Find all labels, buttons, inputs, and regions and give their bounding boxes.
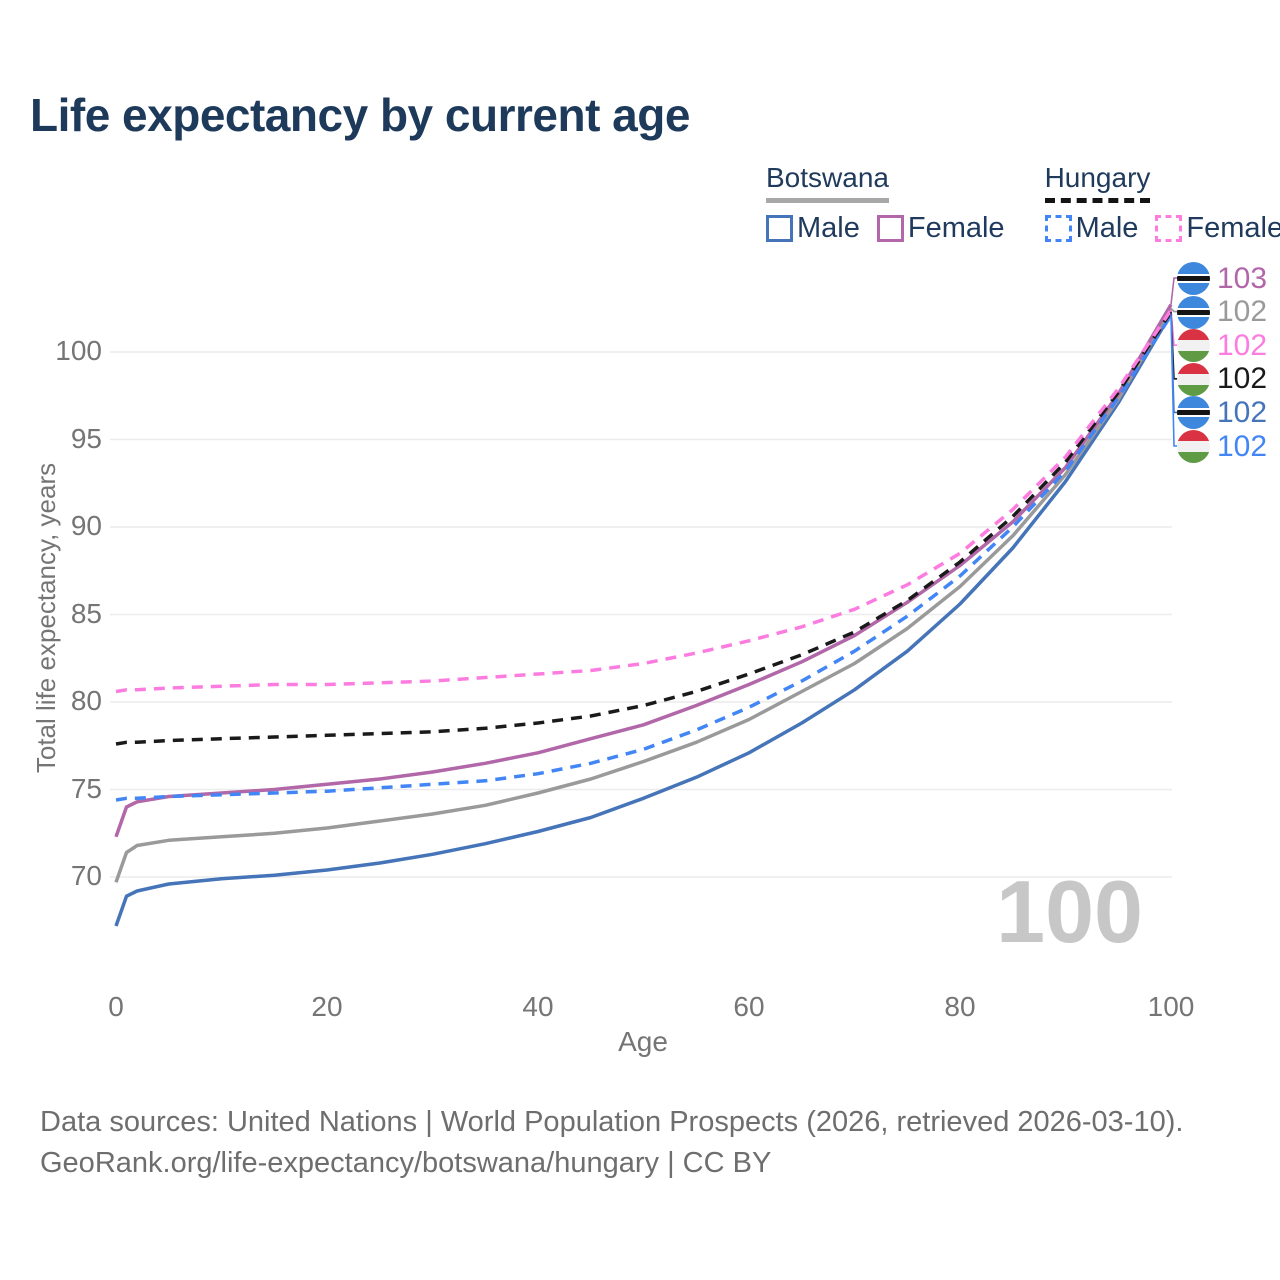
- legend-swatch-icon: [1155, 215, 1183, 242]
- series-line-hungary-male[interactable]: [115, 314, 1173, 802]
- x-tick-label-60: 60: [733, 991, 765, 1022]
- series-line-botswana[interactable]: [114, 307, 1173, 883]
- legend: Botswana Male Female Hungary Male Female: [766, 162, 1280, 245]
- legend-item-label: Female: [907, 212, 1005, 244]
- legend-item-hungary-female[interactable]: Female: [1155, 212, 1280, 245]
- series-line-botswana-male[interactable]: [114, 312, 1173, 927]
- end-label-row-hungary-male: 102: [1177, 430, 1267, 464]
- legend-item-label: Female: [1186, 212, 1280, 244]
- end-label-row-botswana-male: 102: [1177, 396, 1267, 430]
- y-tick-label-80: 80: [70, 685, 102, 716]
- footer-attribution: GeoRank.org/life-expectancy/botswana/hun…: [40, 1147, 772, 1179]
- legend-item-label: Male: [1075, 212, 1139, 244]
- hungary-flag-icon: [1177, 362, 1210, 396]
- end-label-value: 102: [1217, 429, 1268, 463]
- end-label-row-hungary: 102: [1177, 362, 1267, 396]
- y-axis-title: Total life expectancy, years: [31, 462, 61, 774]
- legend-group-botswana: Botswana Male Female: [766, 162, 1005, 245]
- hungary-flag-icon: [1177, 430, 1210, 463]
- series-line-hungary-female[interactable]: [115, 309, 1173, 694]
- legend-swatch-icon: [766, 215, 793, 242]
- x-tick-label-100: 100: [1147, 991, 1195, 1022]
- chart-title: Life expectancy by current age: [30, 89, 690, 141]
- legend-country-label-hungary[interactable]: Hungary: [1044, 162, 1151, 203]
- y-tick-label-70: 70: [70, 860, 102, 891]
- legend-swatch-icon: [1044, 215, 1072, 242]
- current-age-watermark: 100: [996, 862, 1143, 961]
- legend-swatch-icon: [876, 215, 904, 242]
- end-label-value: 103: [1217, 261, 1268, 295]
- legend-items-row: Male Female: [766, 212, 1005, 245]
- series-line-hungary[interactable]: [115, 310, 1173, 746]
- legend-country-label-botswana[interactable]: Botswana: [766, 162, 889, 203]
- end-label-value: 102: [1217, 395, 1268, 429]
- end-label-value: 102: [1217, 328, 1268, 362]
- end-label-row-botswana-female: 103: [1177, 262, 1267, 296]
- y-tick-label-90: 90: [70, 510, 102, 541]
- x-tick-label-40: 40: [522, 991, 554, 1022]
- botswana-flag-icon: [1177, 262, 1210, 295]
- end-label-value: 102: [1217, 295, 1268, 329]
- hungary-flag-icon: [1177, 329, 1210, 363]
- y-tick-label-95: 95: [70, 422, 102, 454]
- end-label-value: 102: [1217, 362, 1268, 396]
- x-tick-label-80: 80: [944, 991, 976, 1022]
- legend-items-row: Male Female: [1044, 212, 1280, 245]
- legend-item-botswana-male[interactable]: Male: [766, 212, 860, 245]
- botswana-flag-icon: [1177, 295, 1210, 329]
- x-tick-label-0: 0: [108, 991, 124, 1022]
- legend-item-label: Male: [797, 212, 860, 244]
- y-tick-label-85: 85: [70, 597, 102, 629]
- legend-group-hungary: Hungary Male Female: [1044, 162, 1280, 245]
- legend-item-hungary-male[interactable]: Male: [1044, 212, 1139, 245]
- y-tick-label-75: 75: [70, 772, 102, 804]
- end-label-row-hungary-female: 102: [1177, 329, 1267, 363]
- y-tick-label-100: 100: [55, 335, 102, 366]
- legend-item-botswana-female[interactable]: Female: [876, 212, 1005, 245]
- footer-data-sources: Data sources: United Nations | World Pop…: [40, 1106, 1184, 1138]
- x-tick-label-20: 20: [311, 991, 343, 1022]
- series-line-botswana-female[interactable]: [114, 303, 1173, 838]
- end-label-row-botswana: 102: [1177, 295, 1267, 329]
- botswana-flag-icon: [1177, 396, 1210, 430]
- x-axis-title: Age: [618, 1026, 668, 1057]
